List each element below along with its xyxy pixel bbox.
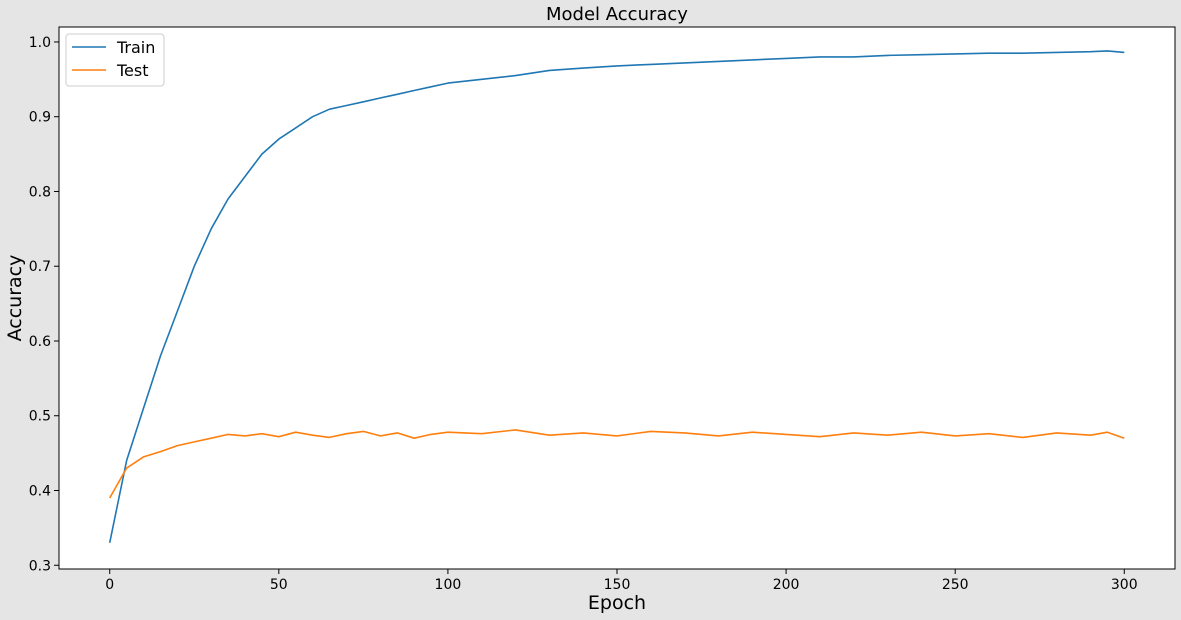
x-tick-label: 150 [604,577,631,593]
x-axis-ticks: 0 50 100 150 200 250 300 [105,569,1138,593]
y-tick-label: 0.7 [29,259,51,275]
legend-label-train: Train [116,38,155,57]
chart-title: Model Accuracy [546,4,688,25]
series-line-train [108,50,1125,543]
y-tick-label: 0.8 [29,184,51,200]
y-tick-label: 0.5 [29,409,51,425]
legend: Train Test [65,33,165,87]
legend-label-test: Test [116,61,149,80]
x-tick-label: 200 [773,577,800,593]
y-tick-label: 1.0 [29,35,51,51]
y-axis-label: Accuracy [4,255,26,342]
x-tick-label: 300 [1111,577,1138,593]
x-axis-label: Epoch [588,592,646,614]
y-tick-label: 0.6 [29,334,51,350]
x-tick-label: 100 [435,577,462,593]
series-line-test [109,429,1125,499]
plot-area [58,26,1176,570]
y-tick-label: 0.9 [29,110,51,126]
x-tick-label: 250 [942,577,969,593]
y-tick-label: 0.4 [29,484,51,500]
y-axis-ticks: 0.3 0.4 0.5 0.6 0.7 0.8 0.9 1.0 [29,35,59,574]
series-lines [108,50,1125,543]
y-tick-label: 0.3 [29,558,51,574]
x-tick-label: 50 [270,577,288,593]
x-tick-label: 0 [105,577,114,593]
